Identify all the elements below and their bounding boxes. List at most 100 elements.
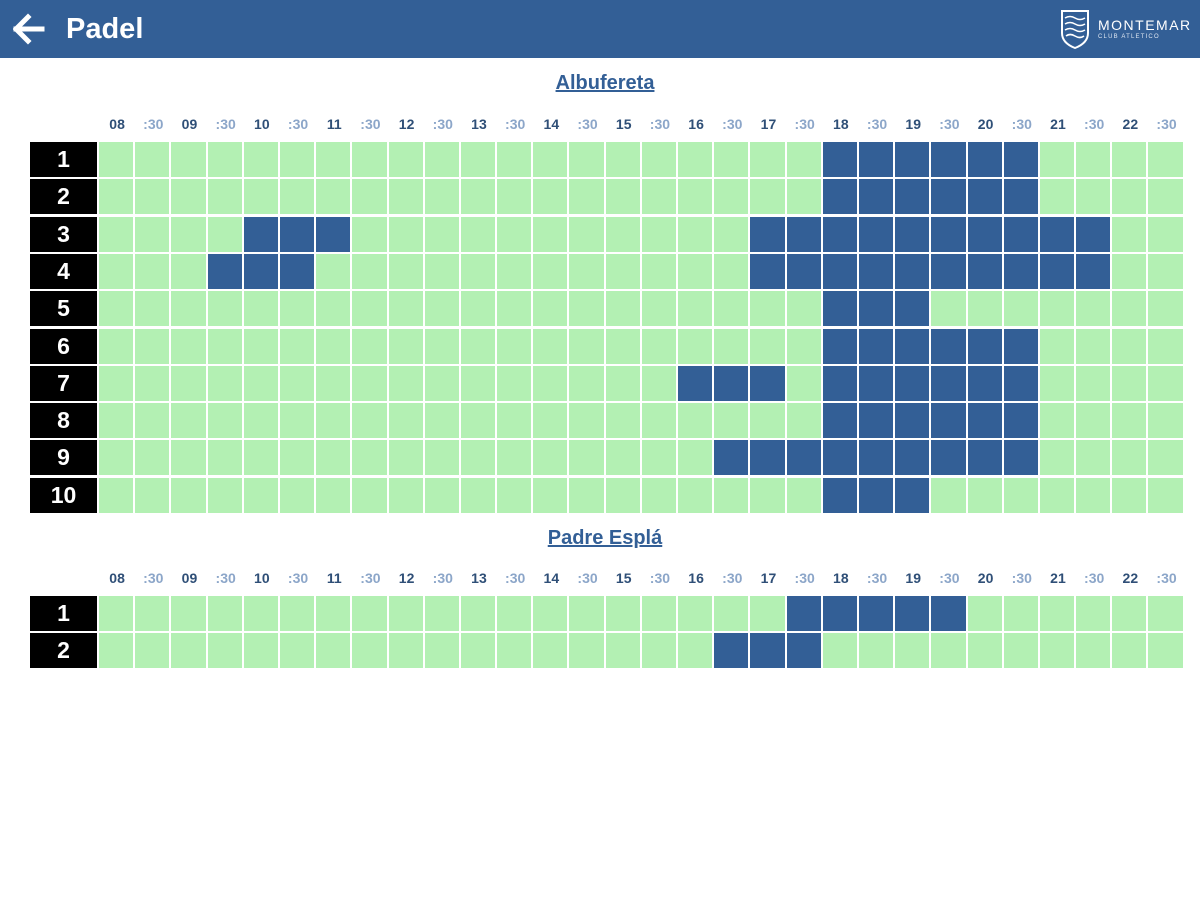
slot-available[interactable] [424,596,459,631]
slot-available[interactable] [460,596,496,631]
slot-available[interactable] [605,440,640,476]
slot-available[interactable] [533,253,568,289]
slot-booked[interactable] [786,596,821,631]
slot-available[interactable] [207,477,242,513]
slot-available[interactable] [243,477,278,513]
slot-booked[interactable] [931,440,966,476]
slot-available[interactable] [678,328,713,364]
slot-available[interactable] [750,596,785,631]
slot-available[interactable] [931,477,966,513]
slot-available[interactable] [1003,291,1038,327]
slot-booked[interactable] [858,253,894,289]
slot-available[interactable] [279,291,315,327]
slot-available[interactable] [569,328,604,364]
slot-available[interactable] [352,328,387,364]
slot-available[interactable] [135,142,170,177]
slot-available[interactable] [1039,365,1075,401]
slot-available[interactable] [497,403,532,439]
slot-available[interactable] [207,179,242,215]
slot-available[interactable] [316,328,351,364]
slot-available[interactable] [135,179,170,215]
slot-booked[interactable] [967,440,1002,476]
slot-booked[interactable] [750,633,785,669]
slot-available[interactable] [460,403,496,439]
slot-available[interactable] [460,440,496,476]
slot-booked[interactable] [786,216,821,252]
slot-available[interactable] [243,142,278,177]
slot-available[interactable] [605,291,640,327]
slot-available[interactable] [1076,291,1111,327]
slot-available[interactable] [1039,596,1075,631]
slot-available[interactable] [714,477,749,513]
slot-available[interactable] [641,596,676,631]
slot-available[interactable] [316,403,351,439]
slot-available[interactable] [424,291,459,327]
slot-available[interactable] [207,142,242,177]
slot-available[interactable] [1003,596,1038,631]
slot-available[interactable] [678,253,713,289]
slot-available[interactable] [316,365,351,401]
slot-available[interactable] [714,253,749,289]
slot-available[interactable] [1076,328,1111,364]
slot-available[interactable] [1039,179,1075,215]
slot-booked[interactable] [895,253,930,289]
slot-booked[interactable] [1076,216,1111,252]
slot-available[interactable] [605,633,640,669]
slot-available[interactable] [569,596,604,631]
slot-available[interactable] [569,403,604,439]
slot-booked[interactable] [316,216,351,252]
slot-available[interactable] [388,253,423,289]
slot-available[interactable] [1076,477,1111,513]
slot-available[interactable] [678,142,713,177]
slot-available[interactable] [678,596,713,631]
slot-booked[interactable] [967,365,1002,401]
slot-booked[interactable] [822,596,857,631]
slot-available[interactable] [497,179,532,215]
slot-available[interactable] [750,142,785,177]
slot-available[interactable] [1148,142,1183,177]
slot-booked[interactable] [714,365,749,401]
venue-title[interactable]: Albufereta [555,72,655,94]
slot-available[interactable] [678,291,713,327]
slot-available[interactable] [858,633,894,669]
slot-booked[interactable] [858,291,894,327]
slot-available[interactable] [135,477,170,513]
slot-available[interactable] [388,365,423,401]
slot-available[interactable] [533,477,568,513]
slot-available[interactable] [605,328,640,364]
slot-booked[interactable] [822,328,857,364]
slot-available[interactable] [99,440,134,476]
slot-available[interactable] [424,142,459,177]
slot-available[interactable] [1148,216,1183,252]
slot-booked[interactable] [895,142,930,177]
slot-available[interactable] [714,596,749,631]
slot-available[interactable] [1039,633,1075,669]
slot-available[interactable] [497,477,532,513]
slot-available[interactable] [1076,596,1111,631]
slot-available[interactable] [533,440,568,476]
slot-available[interactable] [497,440,532,476]
slot-available[interactable] [135,596,170,631]
slot-available[interactable] [497,216,532,252]
slot-booked[interactable] [714,440,749,476]
slot-available[interactable] [99,477,134,513]
slot-available[interactable] [99,365,134,401]
slot-booked[interactable] [822,291,857,327]
slot-available[interactable] [786,365,821,401]
slot-available[interactable] [1076,142,1111,177]
slot-available[interactable] [1039,291,1075,327]
slot-available[interactable] [424,440,459,476]
slot-available[interactable] [424,179,459,215]
slot-available[interactable] [786,328,821,364]
slot-available[interactable] [171,216,206,252]
slot-available[interactable] [533,142,568,177]
slot-booked[interactable] [1039,253,1075,289]
slot-available[interactable] [243,633,278,669]
slot-available[interactable] [714,179,749,215]
slot-available[interactable] [279,596,315,631]
slot-available[interactable] [171,403,206,439]
slot-available[interactable] [316,179,351,215]
slot-available[interactable] [533,365,568,401]
slot-available[interactable] [99,328,134,364]
slot-available[interactable] [1039,328,1075,364]
